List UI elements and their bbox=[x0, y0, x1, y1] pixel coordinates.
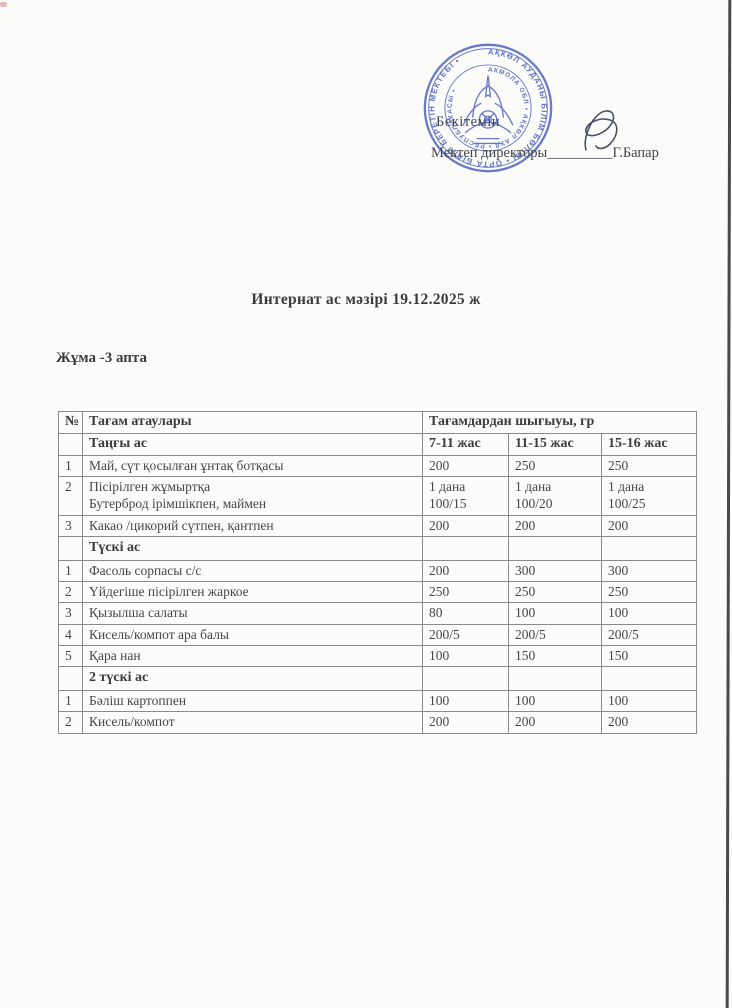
table-row: Түскі ас bbox=[58, 535, 698, 561]
table-row: 5 Қара нан 100 150 150 bbox=[58, 644, 698, 668]
approve-label: Бекітемін bbox=[436, 114, 501, 130]
cell-dish: Май, сүт қосылған ұнтақ ботқасы bbox=[82, 454, 423, 478]
cell-portion bbox=[600, 535, 698, 561]
page-title: Интернат ас мәзірі 19.12.2025 ж bbox=[251, 291, 481, 308]
cell-portion-2: 200 bbox=[600, 711, 698, 734]
cell-dish: Пісірілген жұмыртқа Бутерброд ірімшікпен… bbox=[82, 476, 423, 516]
cell-portion-0: 200 bbox=[422, 711, 509, 734]
cell-num: 2 bbox=[58, 581, 83, 604]
cell-portion-0: 200 bbox=[422, 454, 509, 478]
table-row: № Тағам атаулары Тағамдардан шығыуы, гр bbox=[58, 411, 698, 434]
cell-num bbox=[58, 535, 83, 561]
cell-portion-1: 1 дана 100/20 bbox=[508, 476, 602, 516]
cell-portion bbox=[508, 666, 602, 692]
cell-portion-1: 200/5 bbox=[508, 623, 602, 646]
week-day-label: Жұма -3 апта bbox=[56, 350, 147, 366]
director-signature-line: Мектеп директоры_________Г.Бапар bbox=[431, 145, 659, 162]
cell-dish: Какао /цикорий сүтпен, қантпен bbox=[82, 514, 423, 537]
table-row: 2 Кисель/компот 200 200 200 bbox=[58, 711, 698, 734]
header-age-2: 15-16 жас bbox=[600, 432, 698, 456]
cell-portion-1: 200 bbox=[508, 514, 602, 537]
cell-portion-2: 1 дана 100/25 bbox=[600, 476, 698, 516]
cell-num: 4 bbox=[58, 623, 83, 646]
cell-portion-0: 100 bbox=[422, 644, 509, 668]
cell-dish: Қызылша салаты bbox=[82, 602, 423, 625]
table-row: 1 Бәліш картоппен 100 100 100 bbox=[58, 690, 698, 713]
cell-portion-2: 300 bbox=[600, 559, 698, 583]
menu-table: № Тағам атаулары Тағамдардан шығыуы, гр Таң… bbox=[58, 411, 698, 734]
handwritten-signature bbox=[584, 110, 618, 151]
section-title: Түскі ас bbox=[82, 535, 423, 561]
table-row: 2 Пісірілген жұмыртқа Бутерброд ірімшікпе… bbox=[58, 476, 698, 516]
cell-portion-0: 100 bbox=[422, 690, 509, 713]
kazakhstan-emblem-icon bbox=[462, 75, 514, 145]
table-row: 1 Май, сүт қосылған ұнтақ ботқасы 200 250 25… bbox=[58, 454, 698, 478]
cell-portion-2: 200 bbox=[600, 514, 698, 537]
header-dish-name: Тағам атаулары bbox=[82, 411, 423, 434]
cell-num: 3 bbox=[58, 602, 83, 625]
cell-portion-1: 100 bbox=[508, 690, 602, 713]
signature-underscores: _________ bbox=[547, 145, 613, 161]
cell-portion-1: 200 bbox=[508, 711, 602, 734]
cell-portion-2: 250 bbox=[600, 581, 698, 604]
cell-dish: Бәліш картоппен bbox=[82, 690, 423, 713]
menu-table-body: № Тағам атаулары Тағамдардан шығыуы, гр Таң… bbox=[58, 411, 698, 734]
cell-portion-2: 100 bbox=[600, 690, 698, 713]
cell-portion-2: 200/5 bbox=[600, 623, 698, 646]
cell-portion-2: 100 bbox=[600, 602, 698, 625]
cell-num: 2 bbox=[58, 476, 83, 516]
cell-portion bbox=[508, 535, 602, 561]
table-row: 3 Какао /цикорий сүтпен, қантпен 200 200 200 bbox=[58, 514, 698, 537]
section-title-breakfast: Таңғы ас bbox=[82, 432, 423, 456]
cell-num: 1 bbox=[58, 559, 83, 583]
header-output: Тағамдардан шығыуы, гр bbox=[421, 411, 698, 434]
header-num: № bbox=[58, 411, 83, 434]
cell-num: 5 bbox=[58, 644, 83, 668]
cell-portion-0: 200 bbox=[422, 514, 509, 537]
header-age-0: 7-11 жас bbox=[422, 432, 509, 456]
cell-portion-1: 100 bbox=[508, 602, 602, 625]
cell-portion bbox=[422, 535, 509, 561]
header-age-1: 11-15 жас bbox=[508, 432, 602, 456]
section-title: 2 түскі ас bbox=[82, 666, 423, 692]
cell-num: 3 bbox=[58, 514, 83, 537]
official-round-stamp: АҚКӨЛ АУДАНЫ БІЛІМ БӨЛІМІ • ОРТА БІЛІМ Б… bbox=[421, 40, 555, 176]
table-row: 1 Фасоль сорпасы с/с 200 300 300 bbox=[58, 559, 698, 583]
cell-portion-0: 1 дана 100/15 bbox=[422, 476, 509, 516]
cell-portion-2: 150 bbox=[600, 644, 698, 668]
cell-dish: Үйдегіше пісірілген жаркое bbox=[82, 581, 423, 604]
scan-artifact-mark bbox=[0, 2, 7, 7]
cell-portion-0: 250 bbox=[422, 581, 509, 604]
table-row: 2 Үйдегіше пісірілген жаркое 250 250 250 bbox=[58, 581, 698, 604]
cell-dish: Кисель/компот bbox=[82, 711, 423, 734]
table-row: 3 Қызылша салаты 80 100 100 bbox=[58, 602, 698, 625]
cell-num: 2 bbox=[58, 711, 83, 734]
cell-portion-2: 250 bbox=[600, 454, 698, 478]
cell-num bbox=[58, 432, 83, 456]
table-row: Таңғы ас 7-11 жас 11-15 жас 15-16 жас bbox=[58, 432, 698, 456]
table-row: 4 Кисель/компот ара балы 200/5 200/5 200/5 bbox=[58, 623, 698, 646]
cell-portion-1: 250 bbox=[508, 581, 602, 604]
director-title-text: Мектеп директоры bbox=[431, 145, 548, 161]
scan-edge-shadow bbox=[725, 0, 732, 1008]
cell-portion-1: 250 bbox=[508, 454, 602, 478]
cell-portion-0: 200/5 bbox=[422, 623, 509, 646]
cell-dish: Кисель/компот ара балы bbox=[82, 623, 423, 646]
cell-dish: Фасоль сорпасы с/с bbox=[82, 559, 423, 583]
cell-dish: Қара нан bbox=[82, 644, 423, 668]
cell-num: 1 bbox=[58, 690, 83, 713]
cell-portion bbox=[422, 666, 509, 692]
cell-portion-0: 200 bbox=[422, 559, 509, 583]
cell-num: 1 bbox=[58, 454, 83, 478]
cell-portion-1: 150 bbox=[508, 644, 602, 668]
cell-portion-0: 80 bbox=[422, 602, 509, 625]
table-row: 2 түскі ас bbox=[58, 666, 698, 692]
cell-num bbox=[58, 666, 83, 692]
cell-portion bbox=[600, 666, 698, 692]
director-name: Г.Бапар bbox=[612, 145, 659, 161]
cell-portion-1: 300 bbox=[508, 559, 602, 583]
